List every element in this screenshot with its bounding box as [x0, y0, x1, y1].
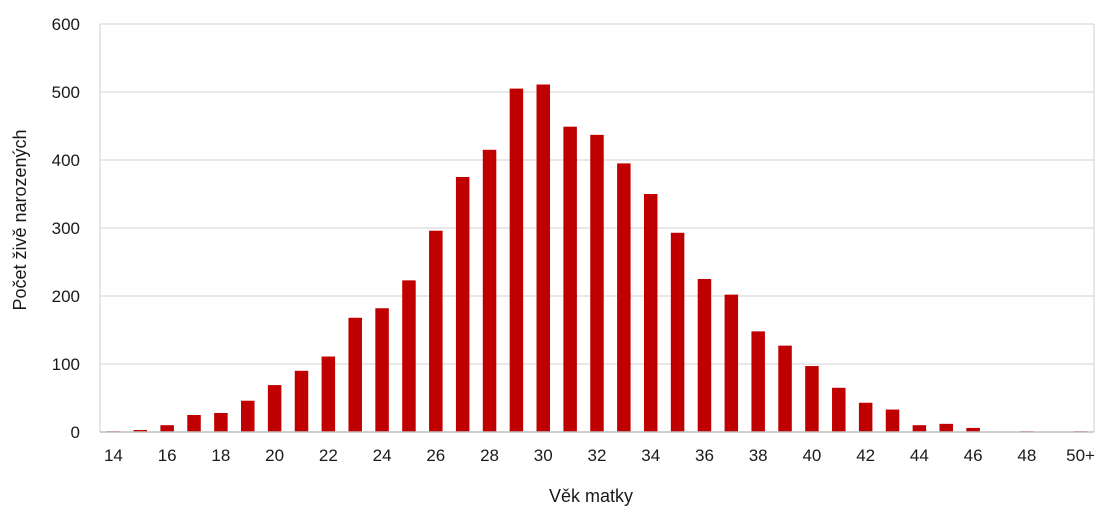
bar-28 [482, 149, 497, 433]
y-tick-label: 600 [52, 15, 80, 34]
x-tick-label: 46 [964, 446, 983, 465]
bar-15 [133, 429, 148, 432]
bar-26 [429, 230, 443, 432]
y-axis-title: Počet živě narozených [10, 129, 30, 310]
x-tick-label: 48 [1017, 446, 1036, 465]
y-tick-label: 300 [52, 219, 80, 238]
y-tick-label: 0 [71, 423, 80, 442]
x-tick-label: 22 [319, 446, 338, 465]
tick-labels: 0 100 200 300 400 500 600 14 16 18 20 22 24 26 28 30 32 3… [52, 15, 1095, 465]
bar-32 [590, 134, 604, 432]
y-tick-label: 200 [52, 287, 80, 306]
bar-25 [402, 280, 416, 432]
bar-43 [885, 409, 900, 432]
bar-24 [375, 308, 389, 432]
x-tick-label: 44 [910, 446, 929, 465]
bars [106, 84, 1088, 433]
x-tick-label: 30 [534, 446, 553, 465]
x-tick-label: 28 [480, 446, 499, 465]
bar-29 [509, 88, 524, 432]
x-tick-label: 16 [158, 446, 177, 465]
x-tick-label: 42 [856, 446, 875, 465]
x-tick-label: 26 [426, 446, 445, 465]
bar-42 [858, 402, 873, 432]
x-tick-label: 50+ [1066, 446, 1095, 465]
x-tick-label: 24 [373, 446, 392, 465]
bar-23 [348, 317, 362, 432]
bar-22 [321, 356, 336, 432]
bar-39 [778, 345, 792, 432]
y-tick-label: 100 [52, 355, 80, 374]
bar-35 [670, 232, 685, 432]
bar-20 [267, 385, 282, 432]
x-tick-label: 20 [265, 446, 284, 465]
bar-16 [160, 425, 174, 432]
x-tick-label: 34 [641, 446, 660, 465]
bar-40 [805, 366, 819, 432]
bar-34 [643, 194, 658, 432]
y-tick-label: 500 [52, 83, 80, 102]
x-tick-label: 36 [695, 446, 714, 465]
bar-38 [751, 331, 765, 432]
x-tick-label: 18 [211, 446, 230, 465]
bar-36 [697, 279, 712, 432]
bar-30 [536, 84, 551, 433]
bar-19 [241, 400, 255, 432]
bar-27 [455, 177, 470, 432]
bar-44 [912, 425, 927, 432]
x-tick-label: 32 [588, 446, 607, 465]
bar-31 [563, 126, 577, 433]
bar-41 [832, 387, 846, 432]
bar-45 [939, 423, 953, 432]
x-tick-label: 14 [104, 446, 123, 465]
x-axis-title: Věk matky [549, 486, 633, 506]
bar-33 [617, 163, 631, 432]
bar-17 [187, 415, 201, 432]
bar-37 [724, 294, 739, 432]
x-tick-label: 40 [802, 446, 821, 465]
bar-21 [294, 370, 309, 432]
y-tick-label: 400 [52, 151, 80, 170]
axes [99, 24, 1095, 433]
bar-18 [214, 412, 228, 432]
bar-46 [966, 427, 980, 432]
x-tick-label: 38 [749, 446, 768, 465]
